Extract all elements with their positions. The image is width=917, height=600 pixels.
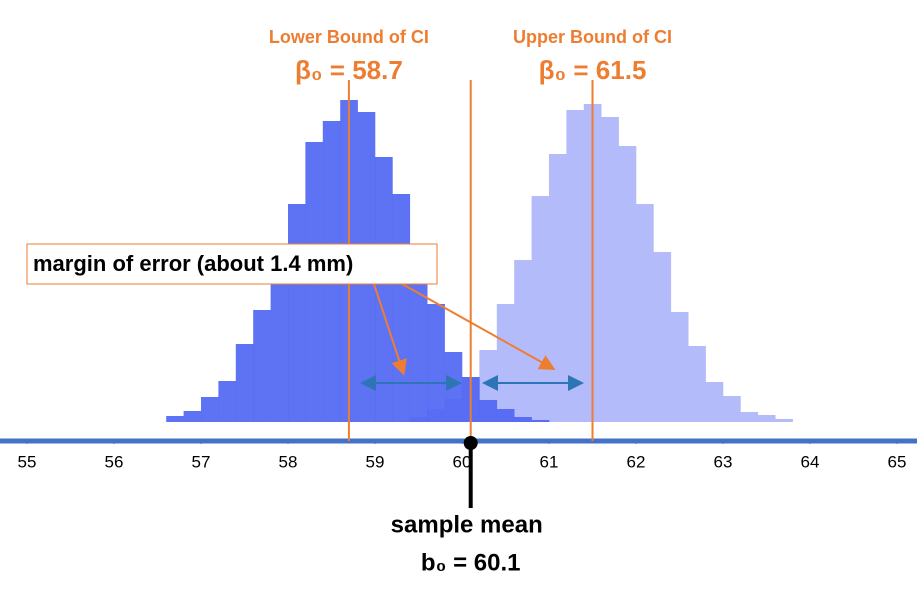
- histogram-bar: [201, 397, 219, 422]
- ci-label: Upper Bound of CI: [513, 27, 672, 47]
- histogram-bar: [253, 310, 271, 422]
- histogram-bar: [705, 382, 724, 422]
- histogram-bar: [496, 409, 515, 422]
- x-tick-label: 58: [279, 452, 298, 471]
- x-tick-label: 62: [627, 452, 646, 471]
- histogram-bar: [496, 304, 515, 422]
- histogram-bar: [531, 420, 550, 422]
- annotations: 55 56 57 58 59 60 61 62 63 64 65 Lower Bound of CI β…: [0, 27, 917, 576]
- pointer-arrow: [394, 279, 556, 370]
- x-tick-label: 57: [192, 452, 211, 471]
- mean-dot: [463, 436, 478, 450]
- histogram-bar: [514, 260, 532, 422]
- histogram-bar: [183, 411, 202, 422]
- x-tick-label: 56: [105, 452, 124, 471]
- ci-value: β₀ = 58.7: [295, 55, 403, 85]
- histogram-bar: [688, 346, 706, 422]
- histogram-bar: [670, 312, 689, 422]
- x-tick-label: 64: [801, 452, 820, 471]
- histograms: [166, 100, 793, 422]
- histogram-bar: [618, 146, 637, 422]
- histogram-bar: [566, 110, 585, 422]
- pointer-arrow: [371, 277, 407, 376]
- x-tick-label: 59: [366, 452, 385, 471]
- histogram-bar: [409, 262, 428, 422]
- x-tick-label: 60: [453, 452, 472, 471]
- x-tick-label: 55: [18, 452, 37, 471]
- histogram-bar: [757, 415, 776, 422]
- histogram-bar: [636, 204, 654, 422]
- histogram-bar: [288, 204, 306, 422]
- x-tick-label: 63: [714, 452, 733, 471]
- histogram-bar: [166, 416, 184, 422]
- margin-note: margin of error (about 1.4 mm): [33, 251, 353, 276]
- histogram-bar: [235, 344, 254, 422]
- histogram-bar: [218, 381, 237, 422]
- histogram-bar: [514, 417, 532, 422]
- histogram-bar: [270, 252, 289, 422]
- histogram-bar: [531, 196, 550, 422]
- histogram-bar: [740, 412, 759, 422]
- histogram-bar: [392, 194, 411, 422]
- histogram-bar: [549, 154, 567, 422]
- ci-label: Lower Bound of CI: [269, 27, 429, 47]
- histogram-bar: [444, 352, 463, 422]
- histogram-bar: [653, 252, 672, 422]
- mean-label: sample mean: [391, 511, 543, 538]
- x-tick-label: 65: [888, 452, 907, 471]
- x-tick-label: 61: [540, 452, 559, 471]
- histogram-bar: [601, 117, 619, 422]
- histogram-bar: [427, 304, 445, 422]
- histogram-bar: [375, 157, 393, 422]
- histogram-bar: [723, 396, 741, 422]
- histogram-bar: [775, 419, 793, 422]
- mean-value: b₀ = 60.1: [421, 549, 521, 576]
- ci-value: β₀ = 61.5: [539, 55, 647, 85]
- histogram-bar: [479, 400, 498, 422]
- note-box: [26, 243, 438, 285]
